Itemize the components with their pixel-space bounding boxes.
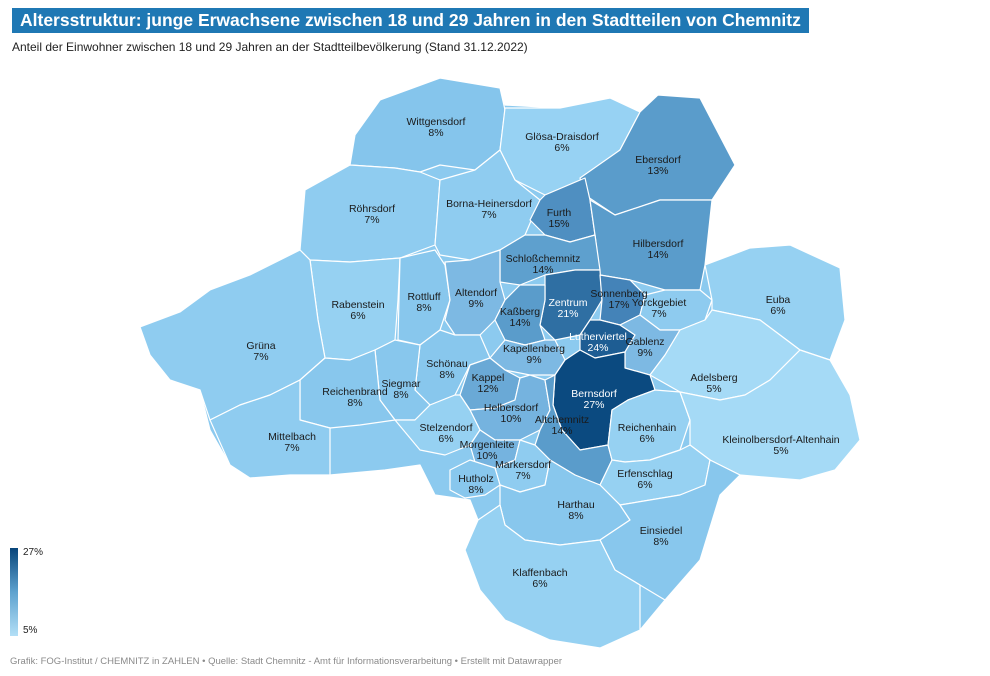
label-zentrum-value: 21% xyxy=(557,308,578,320)
label-gablenz-value: 9% xyxy=(637,347,652,359)
legend-gradient-bar xyxy=(10,548,18,636)
label-sonnenberg-value: 17% xyxy=(608,299,629,311)
label-altchemnitz-name: Altchemnitz xyxy=(535,414,589,426)
label-erfenschlag-value: 6% xyxy=(637,479,652,491)
label-einsiedel-name: Einsiedel xyxy=(640,525,683,537)
label-rabenstein-name: Rabenstein xyxy=(331,299,384,311)
label-kleinolbersdorf-altenhain-value: 5% xyxy=(773,445,788,457)
district-kassberg[interactable] xyxy=(494,284,546,346)
label-stelzendorf-value: 6% xyxy=(438,433,453,445)
label-bernsdorf-name: Bernsdorf xyxy=(571,388,617,400)
label-helbersdorf-value: 10% xyxy=(500,413,521,425)
label-kapellenberg-name: Kapellenberg xyxy=(503,343,565,355)
label-borna-heinersdorf-value: 7% xyxy=(481,209,496,221)
label-furth-value: 15% xyxy=(548,218,569,230)
label-wittgensdorf-value: 8% xyxy=(428,127,443,139)
label-lutherviertel-name: Lutherviertel xyxy=(569,331,627,343)
label-schoenau-name: Schönau xyxy=(426,358,468,370)
label-morgenleite-value: 10% xyxy=(476,450,497,462)
label-euba-name: Euba xyxy=(766,294,791,306)
label-siegmar-name: Siegmar xyxy=(381,378,421,390)
label-altendorf-name: Altendorf xyxy=(455,287,497,299)
label-reichenhain-name: Reichenhain xyxy=(618,422,677,434)
label-ebersdorf-name: Ebersdorf xyxy=(635,154,681,166)
label-klaffenbach-name: Klaffenbach xyxy=(512,567,567,579)
chart-title: Altersstruktur: junge Erwachsene zwische… xyxy=(12,8,809,33)
label-morgenleite-name: Morgenleite xyxy=(460,439,515,451)
district-hutholz[interactable] xyxy=(449,459,501,499)
label-hilbersdorf-value: 14% xyxy=(647,249,668,261)
label-kappel-value: 12% xyxy=(477,383,498,395)
label-mittelbach-name: Mittelbach xyxy=(268,431,316,443)
district-klaffenbach[interactable] xyxy=(464,504,641,649)
label-roehrsdorf-value: 7% xyxy=(364,214,379,226)
source-footer: Grafik: FOG-Institut / CHEMNITZ in ZAHLE… xyxy=(10,656,563,667)
label-rabenstein-value: 6% xyxy=(350,310,365,322)
label-kassberg-value: 14% xyxy=(509,317,530,329)
label-borna-heinersdorf-name: Borna-Heinersdorf xyxy=(446,198,532,210)
label-reichenhain-value: 6% xyxy=(639,433,654,445)
label-euba-value: 6% xyxy=(770,305,785,317)
label-harthau-value: 8% xyxy=(568,510,583,522)
label-erfenschlag-name: Erfenschlag xyxy=(617,468,673,480)
label-sonnenberg-name: Sonnenberg xyxy=(590,288,647,300)
label-schlosschemnitz-value: 14% xyxy=(532,264,553,276)
label-altendorf-value: 9% xyxy=(468,298,483,310)
label-gruena-name: Grüna xyxy=(246,340,275,352)
district-stelzendorf[interactable] xyxy=(394,394,481,456)
label-roehrsdorf-name: Röhrsdorf xyxy=(349,203,395,215)
label-adelsberg-value: 5% xyxy=(706,383,721,395)
label-adelsberg-name: Adelsberg xyxy=(690,372,737,384)
label-gloesa-draisdorf-name: Glösa-Draisdorf xyxy=(525,131,599,143)
label-yorckgebiet-name: Yorckgebiet xyxy=(632,297,687,309)
label-furth-name: Furth xyxy=(547,207,572,219)
label-hutholz-value: 8% xyxy=(468,484,483,496)
label-helbersdorf-name: Helbersdorf xyxy=(484,402,538,414)
label-gruena-value: 7% xyxy=(253,351,268,363)
legend-max-label: 27% xyxy=(23,547,44,558)
label-rottluff-value: 8% xyxy=(416,302,431,314)
label-schoenau-value: 8% xyxy=(439,369,454,381)
label-markersdorf-name: Markersdorf xyxy=(495,459,551,471)
label-yorckgebiet-value: 7% xyxy=(651,308,666,320)
label-kleinolbersdorf-altenhain-name: Kleinolbersdorf-Altenhain xyxy=(722,434,839,446)
label-stelzendorf-name: Stelzendorf xyxy=(419,422,472,434)
color-legend: 27% 5% xyxy=(10,548,70,638)
chart-subtitle: Anteil der Einwohner zwischen 18 und 29 … xyxy=(12,40,528,54)
label-lutherviertel-value: 24% xyxy=(587,342,608,354)
label-kassberg-name: Kaßberg xyxy=(500,306,540,318)
label-hilbersdorf-name: Hilbersdorf xyxy=(633,238,684,250)
legend-min-label: 5% xyxy=(23,625,38,636)
label-ebersdorf-value: 13% xyxy=(647,165,668,177)
label-markersdorf-value: 7% xyxy=(515,470,530,482)
label-reichenbrand-value: 8% xyxy=(347,397,362,409)
label-siegmar-value: 8% xyxy=(393,389,408,401)
label-gloesa-draisdorf-value: 6% xyxy=(554,142,569,154)
label-rottluff-name: Rottluff xyxy=(407,291,440,303)
label-klaffenbach-value: 6% xyxy=(532,578,547,590)
label-zentrum-name: Zentrum xyxy=(548,297,587,309)
label-mittelbach-value: 7% xyxy=(284,442,299,454)
label-einsiedel-value: 8% xyxy=(653,536,668,548)
label-kapellenberg-value: 9% xyxy=(526,354,541,366)
label-hutholz-name: Hutholz xyxy=(458,473,494,485)
label-harthau-name: Harthau xyxy=(557,499,595,511)
label-schlosschemnitz-name: Schloßchemnitz xyxy=(506,253,581,265)
label-altchemnitz-value: 14% xyxy=(551,425,572,437)
label-bernsdorf-value: 27% xyxy=(583,399,604,411)
label-reichenbrand-name: Reichenbrand xyxy=(322,386,388,398)
label-wittgensdorf-name: Wittgensdorf xyxy=(407,116,466,128)
label-kappel-name: Kappel xyxy=(472,372,505,384)
district-mittelbach[interactable] xyxy=(209,379,331,479)
label-gablenz-name: Gablenz xyxy=(625,336,664,348)
